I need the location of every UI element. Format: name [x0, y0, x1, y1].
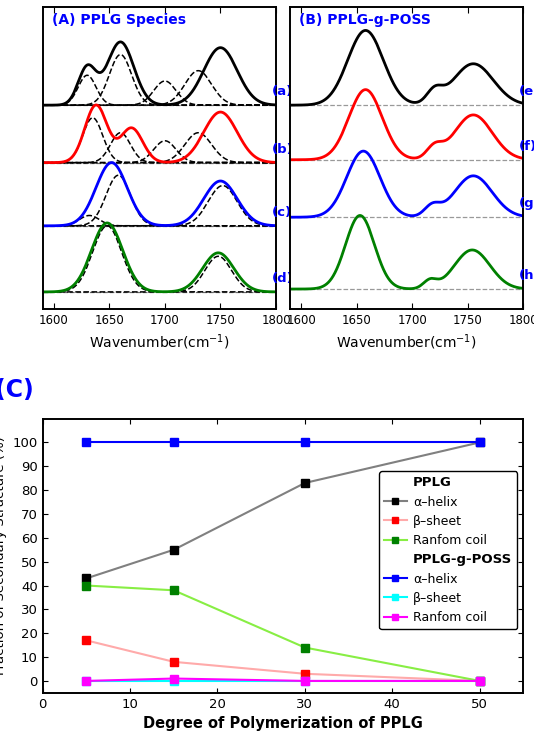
Text: (C): (C) [0, 378, 34, 402]
Text: (g): (g) [519, 197, 534, 210]
Text: (f): (f) [519, 140, 534, 153]
X-axis label: Wavenumber(cm$^{-1}$): Wavenumber(cm$^{-1}$) [336, 332, 477, 352]
Text: (e): (e) [519, 85, 534, 98]
Text: (h): (h) [519, 269, 534, 282]
X-axis label: Wavenumber(cm$^{-1}$): Wavenumber(cm$^{-1}$) [89, 332, 230, 352]
Text: (d): (d) [272, 272, 293, 285]
Text: (b): (b) [272, 143, 293, 156]
X-axis label: Degree of Polymerization of PPLG: Degree of Polymerization of PPLG [143, 716, 423, 732]
Text: (B) PPLG-g-POSS: (B) PPLG-g-POSS [300, 13, 431, 28]
Y-axis label: Fraction of Secondary Structure (%): Fraction of Secondary Structure (%) [0, 437, 7, 675]
Text: (a): (a) [272, 85, 293, 98]
Text: (c): (c) [272, 206, 292, 219]
Text: (A) PPLG Species: (A) PPLG Species [52, 13, 186, 28]
Legend: PPLG, α–helix, β–sheet, Ranfom coil, PPLG-g-POSS, α–helix, β–sheet, Ranfom coil: PPLG, α–helix, β–sheet, Ranfom coil, PPL… [379, 472, 517, 629]
